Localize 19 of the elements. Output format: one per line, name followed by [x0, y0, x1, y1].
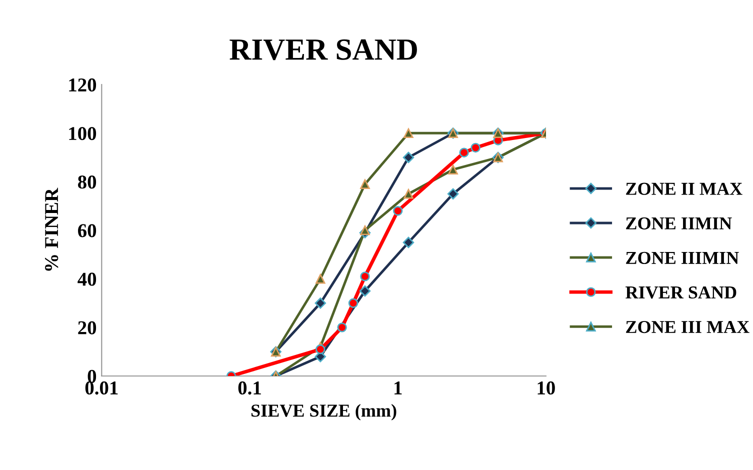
- y-tick-label: 20: [78, 321, 96, 334]
- y-tick-label: 80: [78, 176, 96, 189]
- x-axis-title: SIEVE SIZE (mm): [252, 404, 396, 420]
- legend-label: ZONE II MAX: [626, 182, 742, 195]
- y-tick-label: 0: [88, 370, 96, 383]
- y-tick-label: 60: [78, 224, 96, 238]
- legend-label: ZONE IIIMIN: [626, 252, 739, 264]
- y-tick-label: 40: [78, 272, 96, 286]
- x-tick-label: 1: [394, 382, 402, 394]
- legend-label: ZONE III MAX: [626, 320, 750, 334]
- legend-label: ZONE IIMIN: [626, 217, 732, 230]
- y-tick-label: 100: [69, 126, 96, 140]
- y-tick-label: 120: [69, 78, 96, 92]
- x-tick-label: 0.1: [238, 381, 261, 395]
- y-axis-title: % FINER: [45, 188, 58, 271]
- x-tick-label: 0.01: [85, 381, 118, 395]
- legend-label: RIVER SAND: [626, 286, 736, 299]
- x-tick-label: 10: [538, 381, 555, 395]
- chart-title: RIVER SAND: [230, 39, 417, 60]
